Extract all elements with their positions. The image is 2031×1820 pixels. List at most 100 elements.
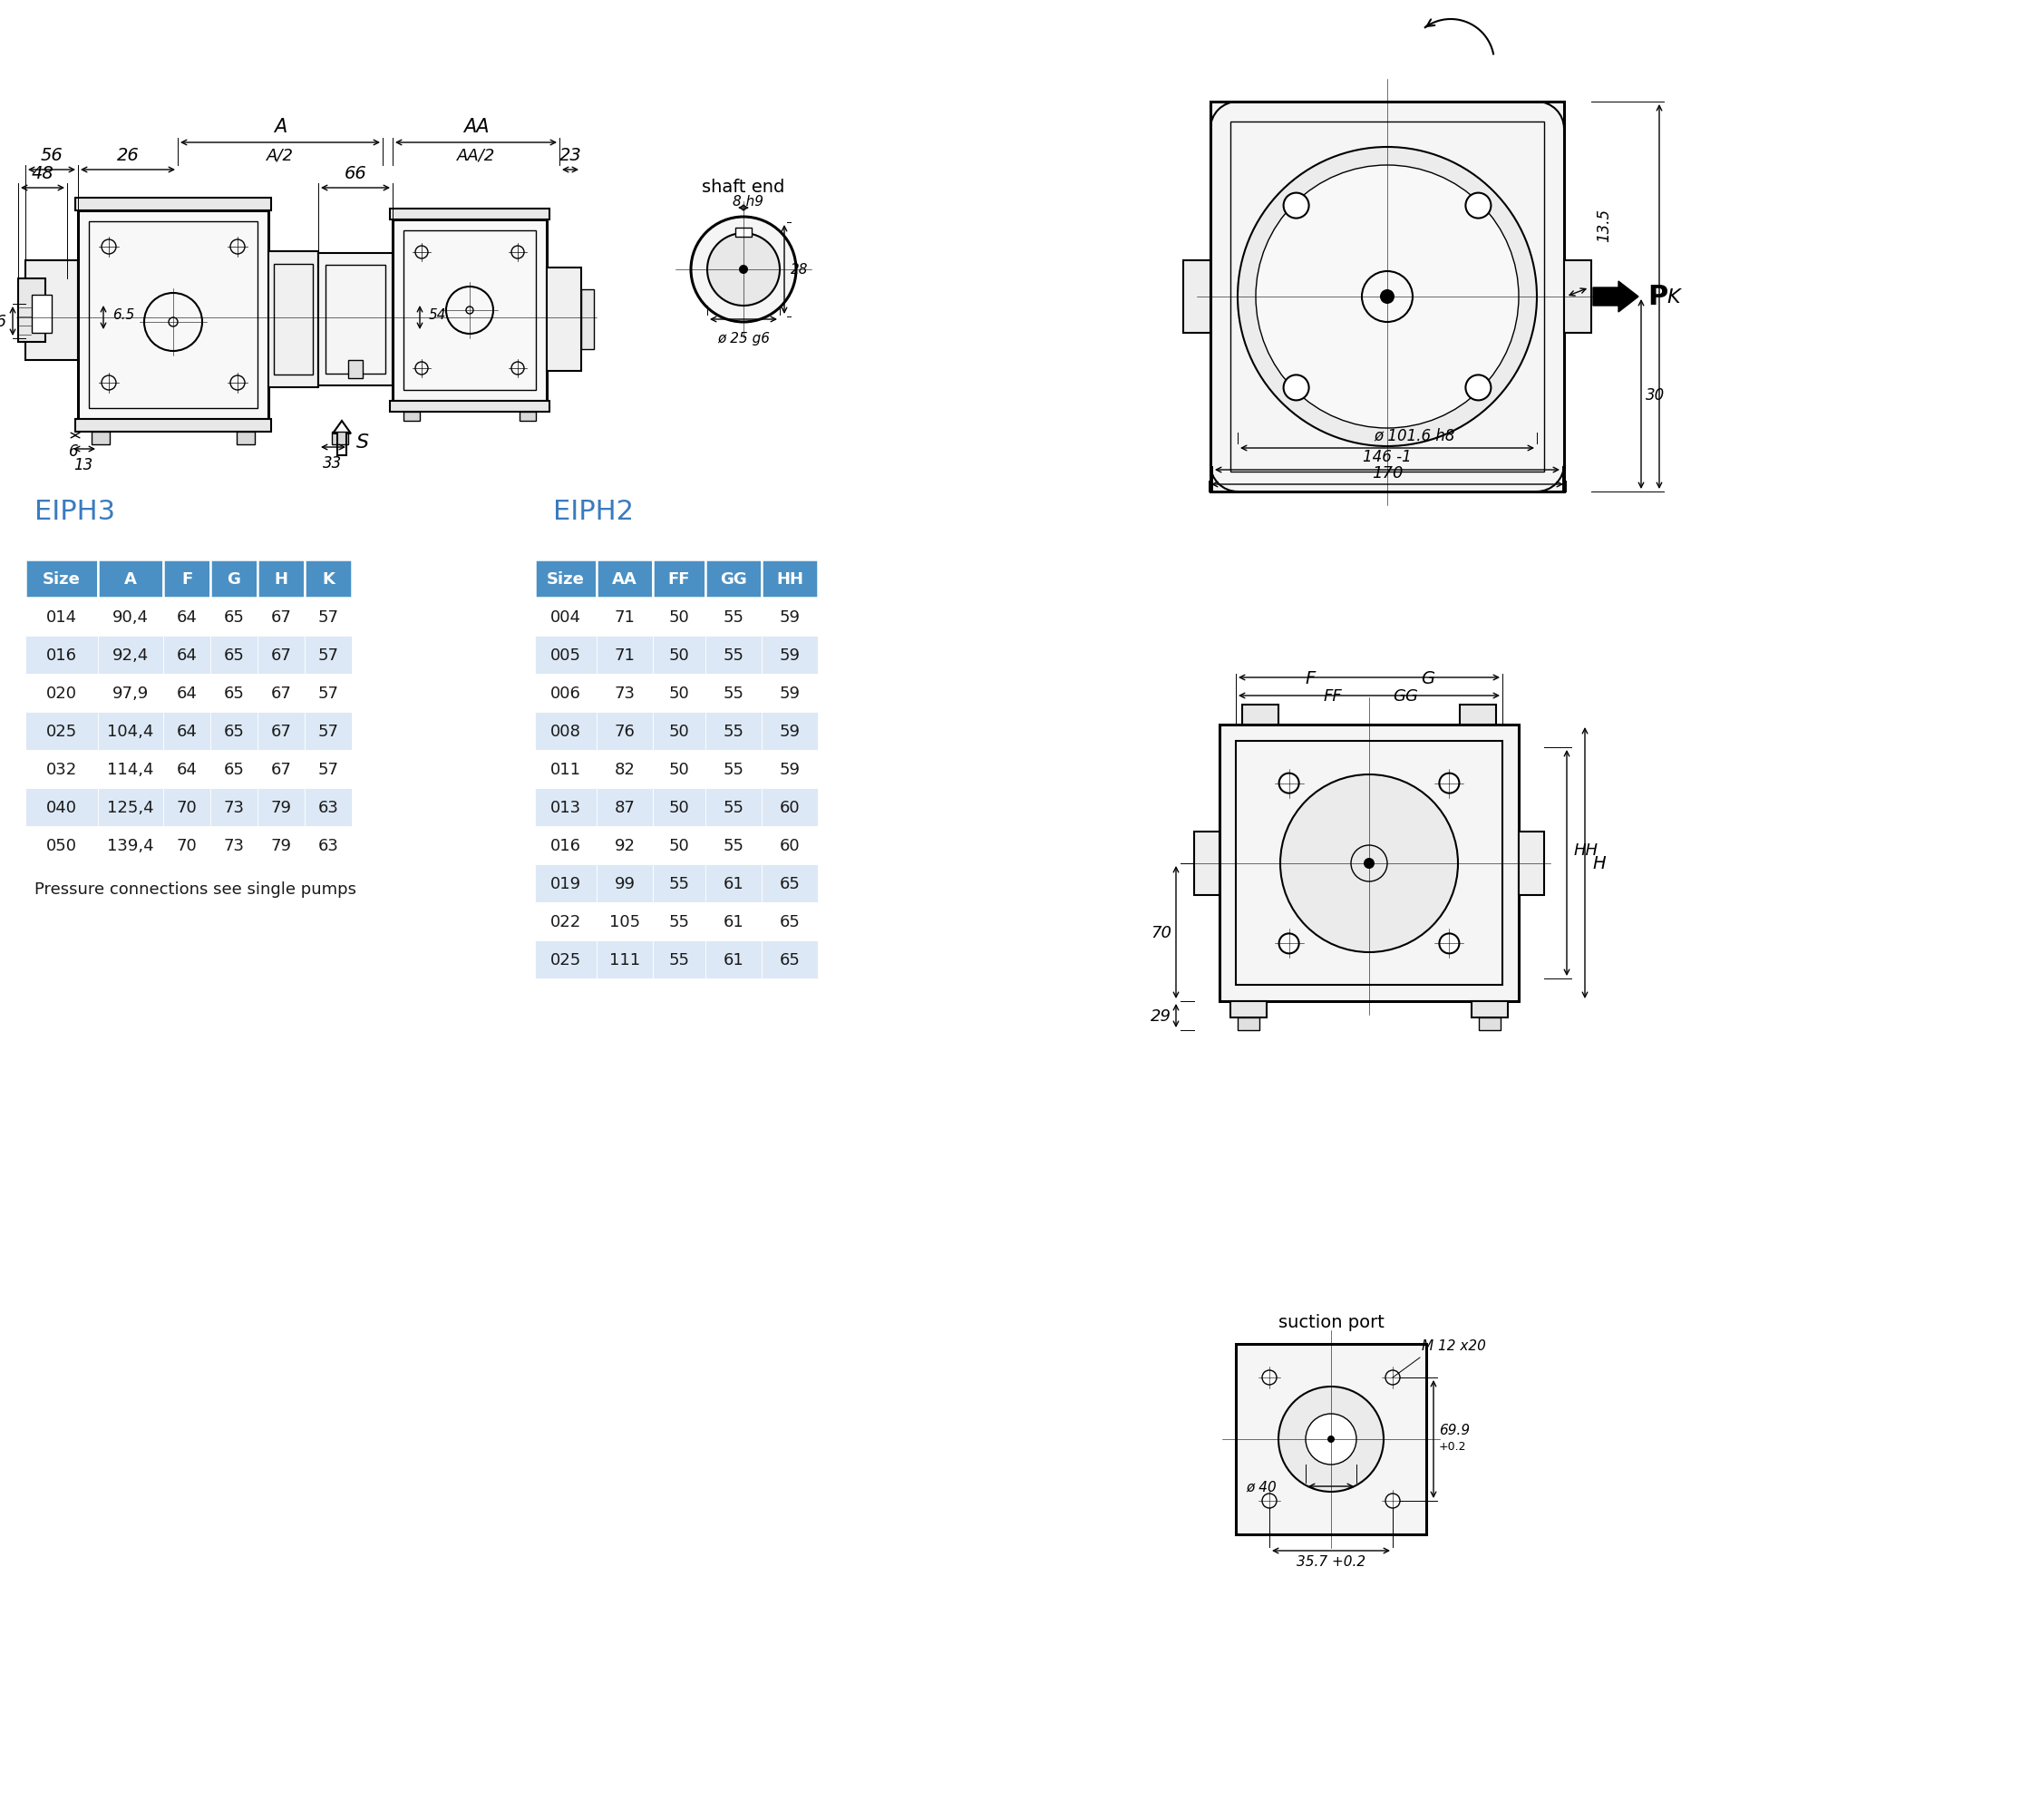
Text: H: H: [1592, 855, 1604, 872]
Bar: [705, 941, 762, 979]
Bar: [97, 637, 162, 675]
Bar: [705, 637, 762, 675]
Bar: [26, 637, 97, 675]
Bar: [762, 903, 818, 941]
Bar: [162, 826, 211, 864]
Text: 013: 013: [550, 799, 581, 815]
Bar: [305, 750, 351, 788]
Bar: [534, 712, 597, 750]
Bar: [652, 941, 705, 979]
Text: 55: 55: [723, 684, 743, 701]
Bar: [274, 264, 313, 375]
Text: AA: AA: [611, 571, 638, 588]
Bar: [762, 599, 818, 637]
Bar: [162, 712, 211, 750]
Bar: [211, 712, 258, 750]
Bar: [26, 712, 97, 750]
Text: 6.5: 6.5: [112, 308, 134, 322]
Text: 111: 111: [609, 952, 640, 968]
Text: 55: 55: [723, 648, 743, 664]
Bar: [762, 941, 818, 979]
Text: 139,4: 139,4: [108, 837, 154, 854]
Bar: [211, 826, 258, 864]
Bar: [211, 561, 258, 599]
Text: 55: 55: [668, 914, 691, 930]
Bar: [597, 788, 652, 826]
Bar: [652, 903, 705, 941]
Bar: [258, 637, 305, 675]
Bar: [26, 675, 97, 712]
Text: 64: 64: [177, 684, 197, 701]
Text: 69.9: 69.9: [1438, 1423, 1470, 1438]
Circle shape: [1284, 375, 1308, 400]
Bar: [1564, 260, 1590, 333]
Text: 040: 040: [47, 799, 77, 815]
Bar: [258, 826, 305, 864]
Bar: [347, 360, 364, 379]
Text: 032: 032: [47, 761, 77, 777]
Text: 8 h9: 8 h9: [733, 195, 764, 209]
Text: 76: 76: [613, 723, 636, 739]
Bar: [652, 561, 705, 599]
Bar: [268, 251, 319, 388]
Text: 59: 59: [780, 761, 800, 777]
Text: 57: 57: [317, 723, 339, 739]
Text: 56: 56: [41, 147, 63, 164]
Text: 004: 004: [550, 610, 581, 626]
Bar: [258, 675, 305, 712]
Bar: [597, 750, 652, 788]
Text: 55: 55: [723, 723, 743, 739]
Text: A: A: [124, 571, 136, 588]
Bar: [705, 750, 762, 788]
Text: 55: 55: [723, 761, 743, 777]
Circle shape: [1261, 1494, 1277, 1509]
Text: 30: 30: [1645, 388, 1665, 404]
Bar: [305, 712, 351, 750]
Text: 65: 65: [780, 952, 800, 968]
Text: 26: 26: [116, 147, 138, 164]
Text: 99: 99: [613, 875, 636, 892]
Bar: [705, 712, 762, 750]
Text: F: F: [1306, 670, 1316, 686]
Text: 67: 67: [270, 684, 290, 701]
Bar: [26, 788, 97, 826]
Text: 005: 005: [550, 648, 581, 664]
Bar: [75, 420, 270, 433]
Text: +0.2: +0.2: [1438, 1441, 1466, 1452]
Bar: [597, 599, 652, 637]
Text: K: K: [1667, 288, 1680, 306]
Bar: [1243, 704, 1277, 724]
Bar: [597, 903, 652, 941]
Circle shape: [1385, 1494, 1399, 1509]
Bar: [331, 433, 347, 446]
Bar: [534, 826, 597, 864]
Bar: [705, 903, 762, 941]
Text: 55: 55: [668, 875, 691, 892]
Text: 82: 82: [613, 761, 636, 777]
Text: 014: 014: [47, 610, 77, 626]
Text: 92,4: 92,4: [112, 648, 148, 664]
Bar: [581, 289, 593, 349]
Bar: [258, 788, 305, 826]
Bar: [705, 561, 762, 599]
Text: 125,4: 125,4: [108, 799, 154, 815]
Text: 50: 50: [668, 723, 689, 739]
Bar: [390, 209, 550, 220]
Bar: [26, 750, 97, 788]
Bar: [258, 750, 305, 788]
Bar: [258, 712, 305, 750]
Text: 011: 011: [550, 761, 581, 777]
Text: 90,4: 90,4: [112, 610, 148, 626]
Bar: [1219, 724, 1519, 1001]
Text: 170: 170: [1371, 464, 1403, 480]
Bar: [91, 433, 110, 446]
Text: HH: HH: [1574, 843, 1598, 859]
Bar: [735, 228, 751, 237]
Text: EIPH3: EIPH3: [35, 499, 116, 524]
Text: 006: 006: [550, 684, 581, 701]
Text: 114,4: 114,4: [108, 761, 154, 777]
Bar: [162, 750, 211, 788]
Bar: [1210, 102, 1564, 491]
Text: 48: 48: [30, 166, 55, 182]
Text: 105: 105: [609, 914, 640, 930]
